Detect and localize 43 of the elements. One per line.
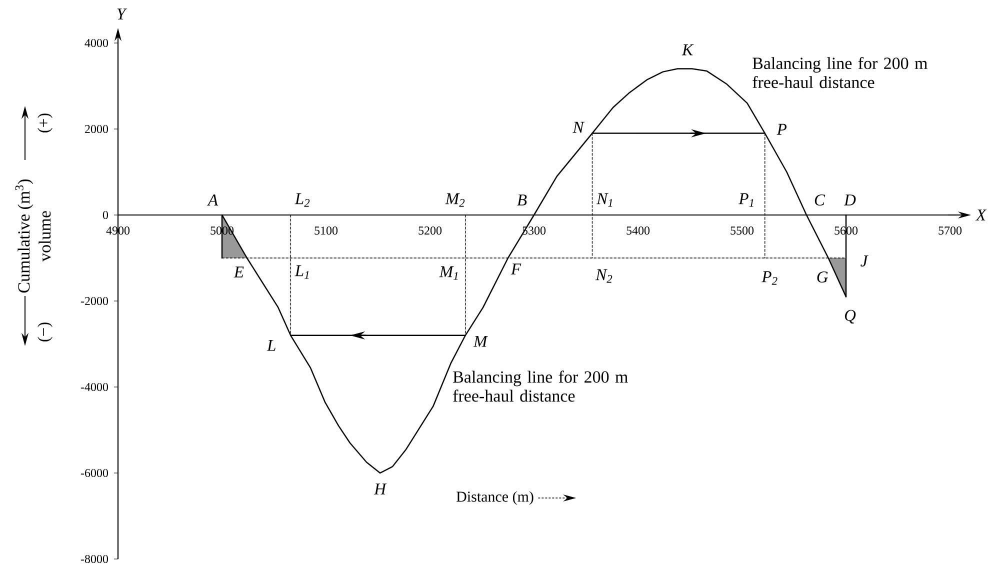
annotation: N$_{2}$ (595, 269, 612, 283)
x-tick-label: 5500 (730, 226, 754, 235)
y-tick-label: 4000 (84, 38, 108, 48)
annotation: H (374, 484, 387, 494)
text: Cumulative (m$^{3}$) volume (15, 179, 51, 293)
annotation: J (860, 256, 868, 266)
annotation: N (572, 122, 585, 133)
x-axis-title: Distance (m) (456, 491, 534, 505)
x-tick-label: 5400 (626, 226, 650, 235)
y-tick-label: -8000 (80, 554, 108, 564)
annotation: G (817, 271, 828, 283)
text: (−) (38, 322, 52, 342)
annotation: M (473, 336, 488, 347)
x-tick-label: 5700 (938, 226, 962, 235)
annotation: L$_{1}$ (294, 265, 309, 279)
y-tick-label: 0 (102, 210, 108, 220)
annotation: F (510, 264, 522, 274)
text: X (975, 210, 987, 220)
annotation: Q (844, 310, 856, 324)
y-tick-label: -2000 (80, 296, 108, 306)
annotation: B (517, 194, 527, 206)
annotation: P (776, 124, 787, 135)
annotation: K (682, 44, 694, 56)
annotation: C (814, 194, 826, 206)
annotation: P$_{1}$ (738, 193, 754, 207)
annotation: L$_{2}$ (294, 193, 310, 207)
annotation: E (234, 266, 244, 278)
text: Balancing line for 200 m free-haul distance (752, 56, 928, 88)
annotation: A (207, 194, 218, 206)
x-tick-label: 5100 (314, 226, 338, 235)
text: (+) (38, 114, 52, 132)
x-tick-label: 5200 (418, 226, 442, 235)
annotation: D (844, 194, 856, 206)
annotation: M$_{2}$ (445, 193, 465, 207)
y-tick-label: 2000 (85, 124, 108, 134)
text: Balancing line for 200 m free-haul distance (453, 370, 628, 402)
annotation: P$_{2}$ (762, 271, 778, 285)
annotation: L (266, 340, 276, 351)
text: Y (117, 8, 128, 20)
annotation: N$_{1}$ (596, 193, 612, 207)
y-tick-label: -4000 (80, 382, 108, 392)
annotation: M$_{1}$ (439, 266, 458, 280)
y-tick-label: -6000 (80, 468, 108, 478)
